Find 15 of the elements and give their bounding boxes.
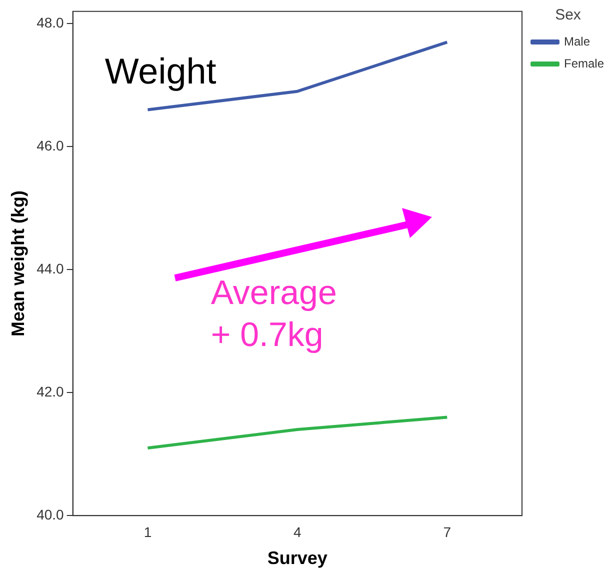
legend-label: Male [564, 34, 590, 48]
y-tick-label: 44.0 [36, 260, 64, 277]
x-axis-title: Survey [267, 548, 328, 568]
text: Weight [104, 50, 216, 92]
y-tick-label: 48.0 [36, 14, 64, 31]
y-tick-label: 42.0 [36, 383, 64, 400]
y-tick-label: 40.0 [36, 506, 64, 522]
legend-label: Female [564, 56, 604, 70]
legend-title: Sex [555, 6, 582, 24]
x-tick-label: 1 [144, 524, 152, 540]
y-tick-label: 46.0 [36, 138, 64, 154]
x-tick-label: 4 [294, 524, 302, 540]
y-axis-title: Mean weight (kg) [8, 190, 28, 337]
annotation: Average + 0.7kg [210, 274, 337, 354]
x-tick-label: 7 [443, 524, 452, 540]
